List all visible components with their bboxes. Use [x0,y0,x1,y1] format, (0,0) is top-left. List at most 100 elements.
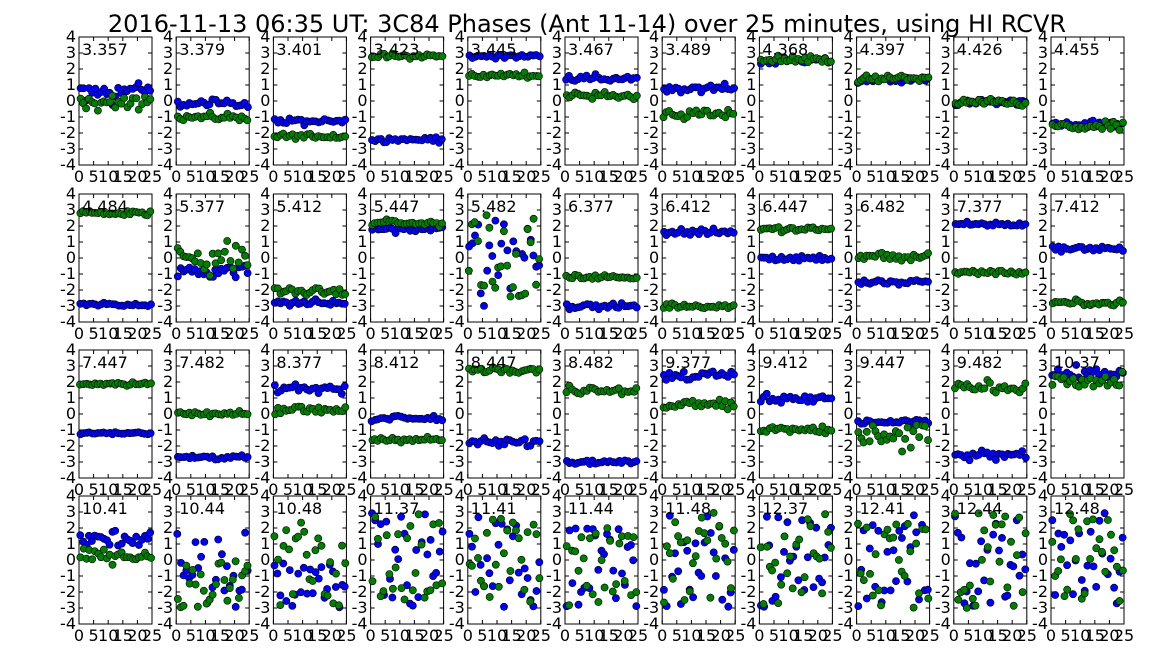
y-tick-label: 0 [941,91,951,110]
data-point [535,255,543,263]
y-tick-label: -4 [449,155,465,174]
data-point [234,258,243,267]
data-point [1098,548,1106,556]
data-point [535,558,544,567]
data-point [895,429,903,438]
data-point [1069,374,1078,383]
data-point [995,546,1003,555]
data-point [302,550,311,559]
series-2 [367,49,447,63]
data-point [506,567,515,575]
data-point [276,591,285,600]
data-point [120,94,128,102]
y-tick-label: -4 [352,312,368,331]
data-point [243,116,252,125]
data-point [497,239,506,248]
data-point [795,535,804,544]
data-point [780,548,788,556]
data-point [730,370,738,379]
data-point [491,560,500,569]
data-point [276,601,285,609]
y-tick-label: 2 [260,59,270,78]
data-point [231,241,240,250]
y-tick-label: 3 [260,43,270,62]
x-tick-label: 15 [987,167,1007,186]
y-tick-label: 0 [66,248,76,267]
data-point [208,590,217,599]
data-point [1072,555,1080,563]
data-point [1003,583,1012,592]
panel-label: 4.397 [860,40,906,59]
data-point [199,586,208,595]
data-point [915,589,923,598]
y-tick-label: 1 [843,75,853,94]
data-point [480,582,488,591]
y-tick-label: 2 [552,59,562,78]
y-tick-label: 4 [163,486,173,505]
x-tick-label: 20 [905,167,925,186]
y-tick-label: -2 [60,280,76,299]
data-point [591,529,600,538]
data-point [924,277,932,286]
data-point [535,574,544,583]
y-tick-label: -1 [157,264,173,283]
data-point [924,73,933,82]
data-point [978,556,986,564]
data-point [523,574,532,582]
data-point [895,556,903,564]
data-point [1086,555,1094,563]
data-point [729,228,738,237]
y-tick-label: 0 [455,91,465,110]
data-point [1098,125,1106,133]
y-tick-label: -1 [254,264,270,283]
data-point [341,132,350,141]
y-tick-label: -2 [546,123,562,142]
data-point [632,384,641,392]
y-tick-label: 2 [357,59,367,78]
panel-label: 5.377 [179,197,225,216]
y-tick-label: 4 [941,184,951,203]
data-point [514,534,523,543]
data-point [532,280,540,289]
data-point [889,434,898,443]
data-point [485,241,494,250]
data-point [680,596,689,604]
x-tick-label: 20 [224,167,244,186]
panel-label: 7.447 [82,353,128,372]
x-tick-label: 5 [380,324,390,343]
y-tick-label: 1 [357,75,367,94]
data-point [892,520,901,529]
data-point [474,237,482,245]
data-point [300,527,309,536]
data-point [485,223,494,232]
series-2 [1048,117,1127,134]
x-tick-label: 0 [1046,626,1056,645]
data-point [957,533,966,542]
data-point [147,379,155,388]
data-point [270,532,279,541]
data-point [721,539,730,548]
x-tick-label: 25 [919,167,939,186]
data-point [788,584,797,593]
data-point [529,214,538,223]
series-2 [562,88,641,103]
data-point [388,593,397,602]
data-point [809,583,818,591]
series-1 [660,79,738,97]
data-point [470,218,479,227]
y-tick-label: 1 [163,232,173,251]
panel-label: 7.482 [179,353,225,372]
data-point [294,569,303,578]
y-tick-label: -2 [254,123,270,142]
panel-frame [1050,36,1125,166]
data-point [900,572,909,580]
x-tick-label: 15 [210,324,230,343]
y-tick-label: 4 [455,27,465,46]
data-point [191,538,200,546]
data-point [340,299,349,308]
data-point [1003,591,1012,600]
y-tick-label: -1 [157,107,173,126]
x-tick-label: 0 [657,626,667,645]
data-point [997,520,1006,529]
